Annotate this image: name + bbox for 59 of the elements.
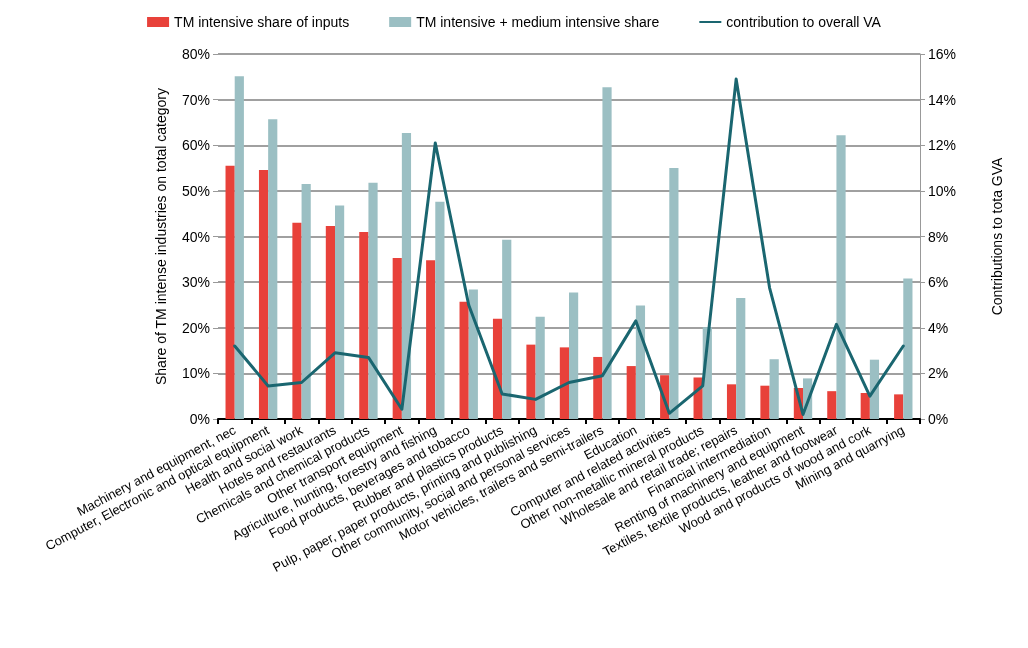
bar xyxy=(258,169,269,419)
bar xyxy=(526,344,536,419)
bar xyxy=(559,347,569,419)
bar xyxy=(903,278,913,419)
bar xyxy=(626,366,636,419)
legend-label: TM intensive + medium intensive share xyxy=(416,14,660,30)
y2-tick-label: 12% xyxy=(928,137,957,154)
bar xyxy=(593,356,603,419)
legend-label: contribution to overall VA xyxy=(726,14,882,30)
y-tick-label: 70% xyxy=(181,91,210,108)
y2-tick-label: 6% xyxy=(928,274,949,291)
y2-axis-title: Contributions to tota GVA xyxy=(989,156,1005,316)
y2-tick-label: 16% xyxy=(928,46,957,62)
y2-tick-label: 4% xyxy=(928,319,949,336)
bar xyxy=(325,226,335,419)
y-tick-label: 50% xyxy=(181,182,210,199)
y-tick-label: 0% xyxy=(189,411,210,427)
bar xyxy=(635,305,646,419)
y2-tick-label: 10% xyxy=(928,182,957,199)
bar xyxy=(535,316,545,419)
y2-tick-label: 0% xyxy=(928,411,949,427)
bar xyxy=(827,391,837,419)
y2-tick-label: 8% xyxy=(928,228,949,245)
y2-tick-label: 14% xyxy=(928,91,957,108)
bar xyxy=(225,165,235,419)
bar xyxy=(268,119,278,419)
bar xyxy=(426,260,436,419)
bar xyxy=(292,222,302,419)
bar xyxy=(368,182,378,419)
y-tick-label: 30% xyxy=(181,274,210,291)
bar xyxy=(392,257,402,419)
y2-tick-label: 2% xyxy=(928,365,949,382)
bar xyxy=(602,87,612,419)
bar xyxy=(769,359,779,419)
line-series xyxy=(233,77,905,416)
bar xyxy=(860,392,870,419)
bar xyxy=(894,394,904,419)
legend-label: TM intensive share of inputs xyxy=(174,14,350,30)
bar xyxy=(301,184,311,419)
bar xyxy=(468,289,478,419)
y-tick-label: 60% xyxy=(181,137,210,154)
bar xyxy=(234,76,244,419)
bar xyxy=(569,292,579,419)
bar xyxy=(736,298,746,419)
y-tick-label: 10% xyxy=(181,365,210,382)
y-axis-title: Share of TM intense industries on total category xyxy=(153,87,169,386)
bar xyxy=(359,231,369,419)
bar xyxy=(459,301,469,419)
bar xyxy=(669,168,679,419)
bar xyxy=(335,205,345,419)
bar xyxy=(502,239,512,419)
y-tick-label: 20% xyxy=(181,319,210,336)
bar xyxy=(435,201,445,419)
bar xyxy=(836,135,846,419)
y-tick-label: 80% xyxy=(181,46,210,62)
bar xyxy=(726,384,737,419)
y-tick-label: 40% xyxy=(181,228,210,245)
bar xyxy=(760,385,770,419)
bar xyxy=(401,132,412,419)
